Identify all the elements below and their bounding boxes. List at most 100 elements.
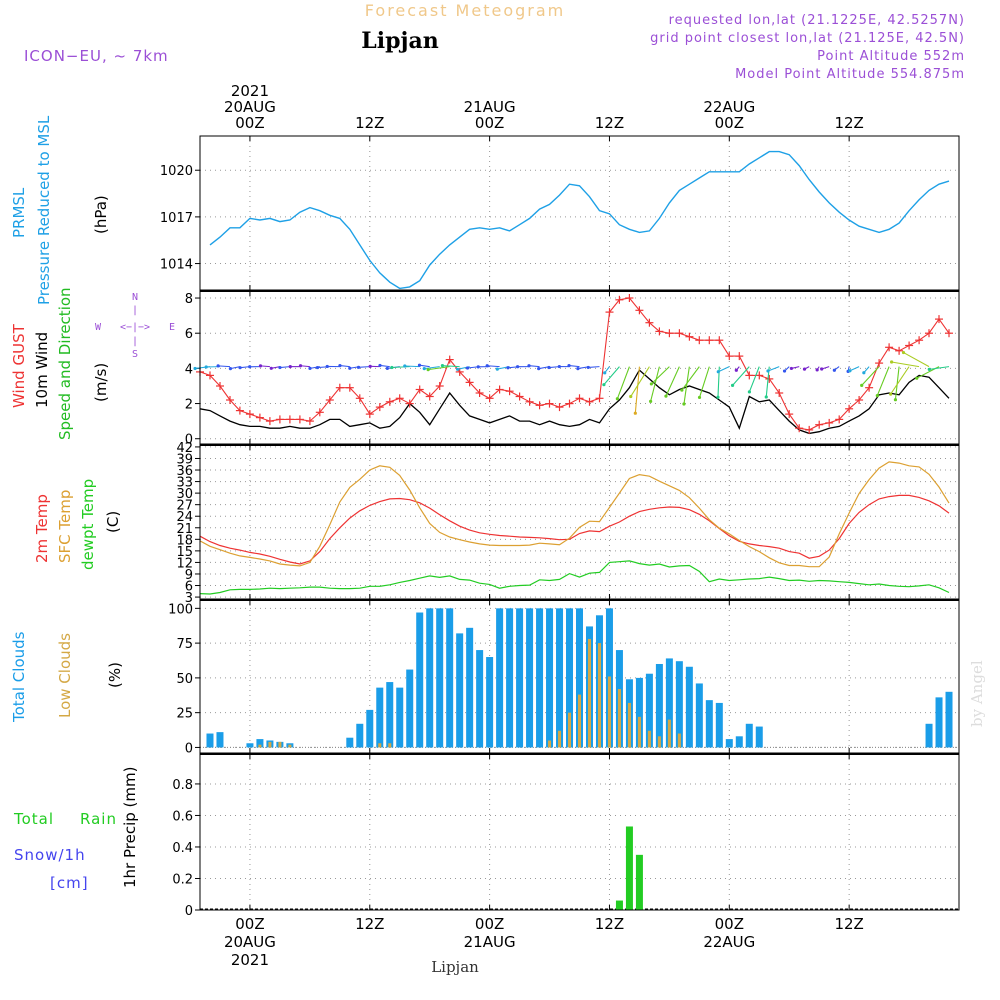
wind-direction-arrow	[650, 366, 660, 402]
wind-direction-arrow	[718, 366, 730, 373]
wind-direction-arrow	[630, 366, 650, 397]
low-cloud-bar	[607, 676, 611, 748]
total-cloud-bar	[945, 691, 953, 748]
wind-direction-arrow	[683, 366, 690, 405]
wind-gust-marker	[645, 318, 654, 327]
wind-direction-arrowhead	[889, 392, 893, 396]
wind-direction-arrowhead	[649, 399, 653, 403]
temp-dewpt-label: dewpt Temp	[79, 479, 97, 570]
wind-gust-marker	[775, 389, 784, 397]
wind-panel: 0 2 4 6 8	[185, 291, 959, 448]
rain-bar	[625, 826, 633, 910]
temp-2m-line	[199, 494, 950, 565]
bottom-time-label: 00Z	[235, 915, 264, 933]
wind-gust-marker	[815, 420, 824, 429]
wind-gust-marker	[375, 403, 384, 412]
wind-gust-marker	[685, 332, 694, 341]
total-cloud-bar	[356, 723, 364, 748]
wind-direction-arrow	[767, 366, 780, 372]
bottom-time-label: 00Z	[475, 915, 504, 933]
wind-direction-arrowhead	[537, 367, 541, 371]
low-cloud-bar	[378, 743, 382, 748]
watermark: by Angel	[968, 660, 986, 727]
wind-gust-marker	[475, 389, 484, 397]
top-time-label: 00Z	[715, 114, 744, 132]
wind-speed-line	[199, 369, 950, 435]
precip-ytick-label: 0.8	[172, 778, 193, 793]
wind-direction-arrowhead	[440, 364, 445, 368]
compass-rose: N | W <−|−> E | S	[95, 292, 175, 360]
precip-ytick-label: 0.2	[172, 872, 193, 887]
wind-direction-arrow	[681, 366, 700, 391]
total-cloud-bar	[406, 669, 414, 748]
rain-bar	[615, 900, 623, 910]
wind-gust-label: Wind GUST	[10, 323, 28, 408]
wind-gust-marker	[255, 413, 264, 422]
wind-direction-arrowhead	[390, 365, 394, 370]
pressure-line	[209, 150, 950, 290]
wind-gust-marker	[575, 394, 584, 403]
wind-direction-arrow	[379, 364, 390, 368]
wind-direction-arrow	[279, 366, 290, 369]
total-cloud-bar	[735, 736, 743, 748]
wind-direction-arrow	[698, 366, 710, 398]
clouds-ytick-label: 50	[176, 672, 193, 687]
wind-gust-marker	[565, 399, 574, 408]
temp-ytick-label: 21	[176, 522, 193, 537]
wind-direction-arrowhead	[901, 350, 906, 355]
wind-gust-marker	[825, 418, 834, 427]
wind-direction-arrow	[861, 366, 880, 386]
low-cloud-bar	[667, 719, 671, 748]
total-cloud-bar	[745, 723, 753, 748]
wind-direction-arrowhead	[216, 364, 220, 368]
pressure-frame	[199, 135, 960, 291]
total-cloud-bar	[705, 700, 713, 748]
wind-direction-arrowhead	[848, 369, 852, 373]
compass-w: W	[95, 322, 102, 333]
low-cloud-bar	[388, 743, 392, 748]
temp-sfc-line	[199, 461, 950, 568]
wind-ytick-label: 4	[185, 362, 193, 377]
compass-n: N	[132, 292, 138, 303]
wind-direction-arrow	[748, 366, 760, 393]
wind-direction-arrowhead	[734, 368, 738, 372]
pressure-label-1: PRMSL	[10, 187, 28, 238]
wind-direction-arrow	[528, 365, 540, 368]
precip-panel: 0 0.2 0.4 0.6 0.8	[172, 754, 959, 919]
wind-direction-arrowhead	[716, 370, 720, 374]
low-cloud-bar	[548, 740, 552, 748]
wind-gust-marker	[206, 371, 214, 380]
clouds-ytick-label: 0	[185, 741, 193, 756]
temp-ytick-label: 24	[176, 510, 193, 525]
low-clouds-label: Low Clouds	[56, 633, 74, 718]
wind-gust-marker	[405, 399, 414, 408]
compass-s: S	[132, 349, 138, 360]
low-cloud-bar	[647, 730, 651, 748]
wind-gust-marker	[226, 396, 234, 404]
temp-2m-label: 2m Temp	[33, 494, 51, 563]
clouds-ytick-label: 100	[168, 602, 193, 617]
wind-direction-arrowhead	[820, 367, 824, 371]
wind-direction-arrow	[894, 366, 900, 400]
wind-speed-label: 10m Wind	[33, 332, 51, 408]
wind-direction-arrowhead	[862, 371, 866, 375]
low-cloud-bar	[677, 733, 681, 748]
wind-direction-arrow	[891, 361, 920, 368]
wind-direction-arrow	[568, 365, 580, 368]
wind-direction-arrow	[665, 366, 680, 397]
wind-direction-arrowhead	[465, 366, 470, 370]
wind-direction-arrow	[849, 366, 860, 372]
total-cloud-bar	[206, 733, 214, 748]
wind-direction-arrowhead	[629, 394, 633, 399]
wind-gust-marker	[855, 396, 864, 404]
wind-direction-arrowhead	[680, 388, 684, 392]
wind-direction-arrow	[391, 366, 410, 369]
svg-text:<−|−>: <−|−>	[120, 322, 150, 333]
wind-gust-marker	[595, 394, 604, 403]
low-cloud-bar	[278, 741, 282, 748]
precip-cm-label: [cm]	[50, 874, 89, 892]
wind-direction-arrowhead	[576, 366, 580, 371]
model-label: ICON−EU, ~ 7km	[24, 47, 169, 65]
wind-direction-arrowhead	[664, 394, 668, 398]
wind-direction-arrow	[929, 366, 950, 370]
